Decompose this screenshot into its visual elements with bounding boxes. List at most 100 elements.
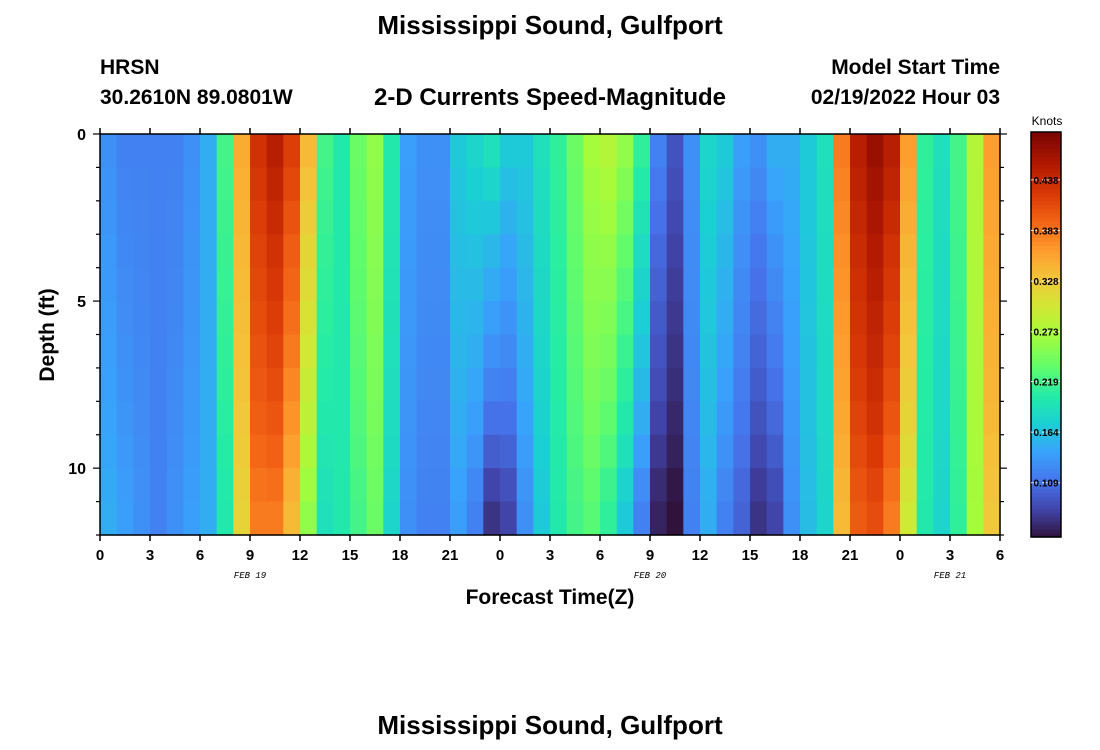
heatmap-cell — [750, 301, 768, 336]
heatmap-cell — [133, 334, 151, 369]
heatmap-cell — [766, 334, 784, 369]
colorbar-segment — [1031, 249, 1061, 255]
colorbar-segment — [1031, 192, 1061, 198]
heatmap-cell — [350, 134, 368, 169]
heatmap-cell — [600, 234, 618, 269]
heatmap-cell — [383, 234, 401, 269]
heatmap-cell — [700, 167, 718, 202]
heatmap-cell — [300, 434, 318, 469]
heatmap-cell — [200, 434, 218, 469]
heatmap-cell — [833, 334, 851, 369]
colorbar-segment — [1031, 342, 1061, 348]
heatmap-cell — [533, 334, 551, 369]
colorbar-segment — [1031, 176, 1061, 182]
heatmap-cell — [850, 501, 868, 536]
heatmap-cell — [250, 134, 268, 169]
heatmap-cell — [566, 301, 584, 336]
colorbar-segment — [1031, 184, 1061, 190]
heatmap-cell — [400, 468, 418, 503]
heatmap-cell — [950, 501, 968, 536]
heatmap-cell — [100, 234, 118, 269]
heatmap-cell — [366, 167, 384, 202]
heatmap-cell — [283, 134, 301, 169]
heatmap-cell — [866, 234, 884, 269]
x-tick-label: 12 — [692, 547, 709, 564]
heatmap-cell — [666, 134, 684, 169]
heatmap-cell — [166, 234, 184, 269]
heatmap-cell — [483, 200, 501, 235]
colorbar-segment — [1031, 310, 1061, 315]
heatmap-cell — [950, 167, 968, 202]
heatmap-cell — [483, 301, 501, 336]
colorbar-segment — [1031, 439, 1061, 445]
heatmap-cell — [766, 167, 784, 202]
colorbar-segment — [1031, 330, 1061, 336]
colorbar-segment — [1031, 180, 1061, 186]
heatmap-cell — [333, 301, 351, 336]
heatmap-cell — [366, 234, 384, 269]
heatmap-cell — [283, 234, 301, 269]
heatmap-cell — [100, 200, 118, 235]
heatmap-cell — [883, 367, 901, 402]
heatmap-cell — [366, 267, 384, 302]
colorbar-segment — [1031, 484, 1061, 489]
heatmap-cell — [516, 167, 534, 202]
colorbar-segment — [1031, 136, 1061, 141]
heatmap-cell — [583, 334, 601, 369]
heatmap-cell — [250, 367, 268, 402]
heatmap-cell — [733, 301, 751, 336]
heatmap-cell — [416, 267, 434, 302]
heatmap-cell — [950, 334, 968, 369]
heatmap-cell — [966, 334, 984, 369]
heatmap-cell — [716, 234, 734, 269]
heatmap-cell — [433, 501, 451, 536]
heatmap-cell — [950, 301, 968, 336]
heatmap-cell — [566, 401, 584, 436]
heatmap-cell — [216, 267, 234, 302]
heatmap-cell — [616, 334, 634, 369]
heatmap-cell — [166, 501, 184, 536]
heatmap-cell — [333, 434, 351, 469]
heatmap-cell — [850, 367, 868, 402]
heatmap-cell — [633, 334, 651, 369]
colorbar-segment — [1031, 152, 1061, 157]
heatmap-cell — [616, 234, 634, 269]
colorbar-segment — [1031, 395, 1061, 400]
heatmap-cell — [283, 367, 301, 402]
colorbar-tick-label: 0.273 — [1033, 328, 1058, 339]
colorbar-label: Knots — [1032, 114, 1063, 128]
heatmap-cell — [833, 200, 851, 235]
heatmap-cell — [800, 134, 818, 169]
heatmap-cell — [900, 134, 918, 169]
colorbar-segment — [1031, 221, 1061, 226]
heatmap-cell — [300, 501, 318, 536]
colorbar-segment — [1031, 225, 1061, 230]
heatmap-cells — [100, 134, 1001, 536]
heatmap-cell — [350, 501, 368, 536]
heatmap-cell — [850, 434, 868, 469]
heatmap-cell — [283, 468, 301, 503]
heatmap-cell — [950, 468, 968, 503]
colorbar-segment — [1031, 237, 1061, 242]
heatmap-cell — [916, 200, 934, 235]
heatmap-cell — [516, 501, 534, 536]
heatmap-cell — [466, 401, 484, 436]
heatmap-cell — [266, 334, 284, 369]
heatmap-cell — [716, 267, 734, 302]
heatmap-cell — [850, 167, 868, 202]
heatmap-cell — [766, 434, 784, 469]
chart-subtitle: 2-D Currents Speed-Magnitude — [373, 84, 727, 111]
heatmap-cell — [350, 301, 368, 336]
colorbar-segment — [1031, 265, 1061, 271]
heatmap-cell — [900, 334, 918, 369]
heatmap-cell — [633, 367, 651, 402]
model-start-label: Model Start Time — [831, 56, 1000, 79]
heatmap-cell — [500, 134, 518, 169]
heatmap-cell — [533, 267, 551, 302]
heatmap-cell — [733, 134, 751, 169]
heatmap-cell — [666, 200, 684, 235]
heatmap-cell — [600, 501, 618, 536]
heatmap-cell — [600, 401, 618, 436]
heatmap-cell — [983, 401, 1001, 436]
heatmap-cell — [333, 234, 351, 269]
